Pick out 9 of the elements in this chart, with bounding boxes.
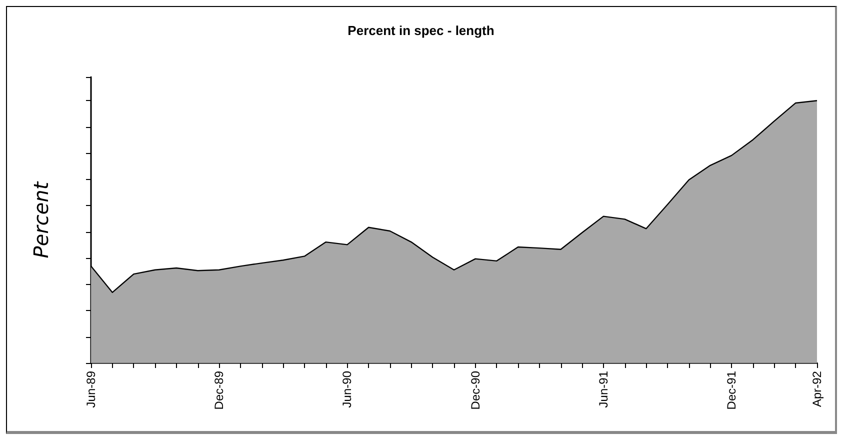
x-tick-label: Dec-89	[212, 370, 226, 410]
x-tick-label: Jun-90	[340, 370, 354, 408]
x-tick-label: Apr-92	[810, 370, 824, 408]
x-tick-label: Jun-89	[84, 370, 98, 408]
x-tick-label: Dec-91	[724, 370, 739, 410]
x-tick-label: Jun-91	[596, 370, 610, 408]
x-tick-label: Dec-90	[468, 370, 482, 410]
y-axis-title: Percent	[29, 180, 53, 258]
chart-title: Percent in spec - length	[348, 23, 494, 38]
